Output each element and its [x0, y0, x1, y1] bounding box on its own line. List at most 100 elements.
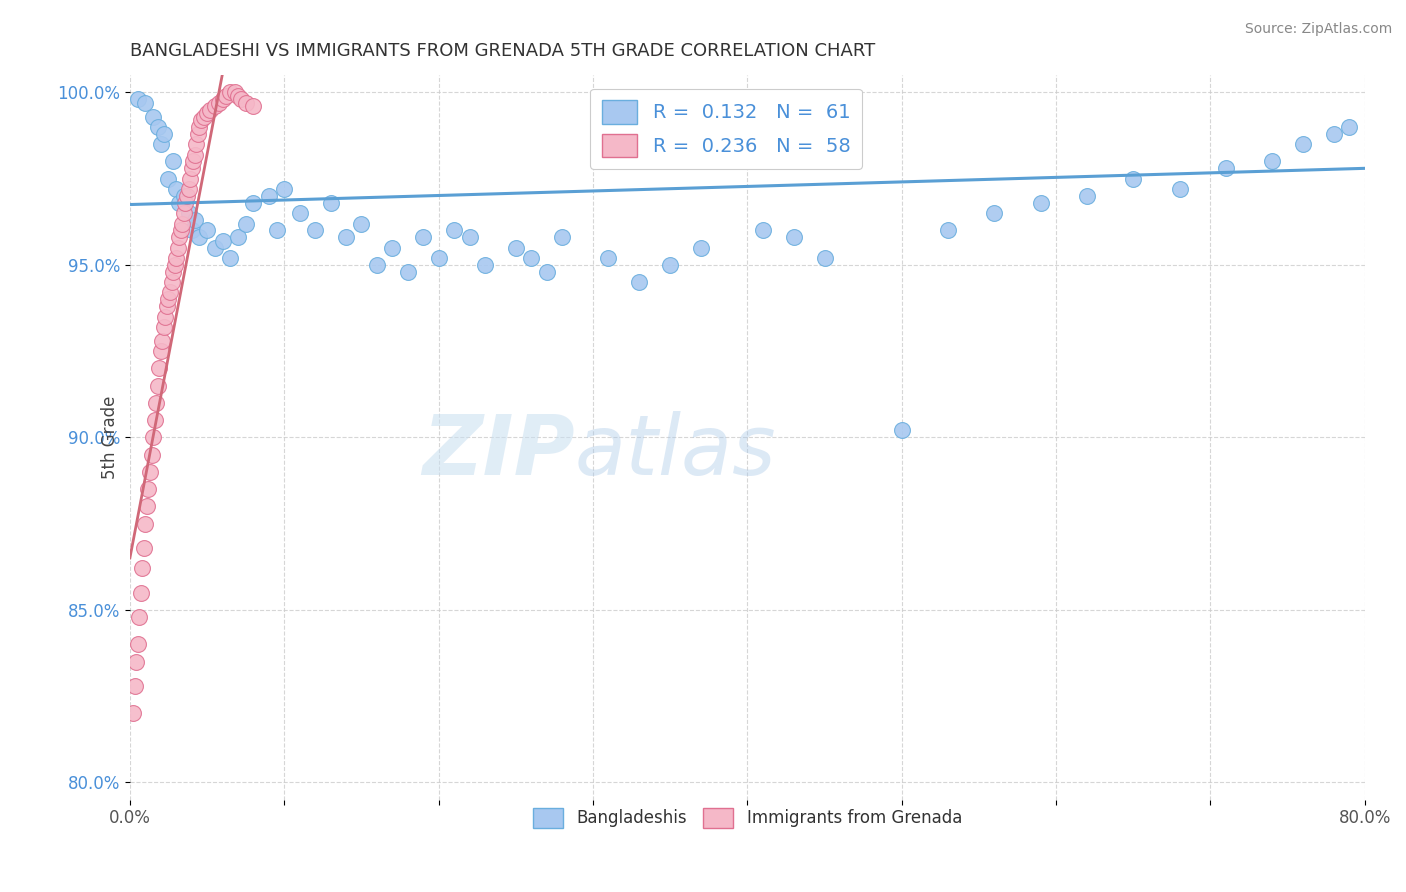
- Point: [335, 230, 357, 244]
- Point: [396, 265, 419, 279]
- Text: ZIP: ZIP: [422, 411, 575, 492]
- Point: [188, 120, 211, 134]
- Point: [366, 258, 388, 272]
- Point: [412, 230, 434, 244]
- Point: [150, 334, 173, 348]
- Point: [180, 223, 202, 237]
- Point: [157, 171, 180, 186]
- Point: [1215, 161, 1237, 176]
- Point: [149, 137, 172, 152]
- Point: [184, 213, 207, 227]
- Point: [169, 230, 191, 244]
- Point: [936, 223, 959, 237]
- Point: [179, 171, 201, 186]
- Point: [204, 99, 226, 113]
- Point: [156, 299, 179, 313]
- Point: [132, 541, 155, 555]
- Point: [125, 655, 148, 669]
- Point: [188, 230, 211, 244]
- Point: [193, 110, 215, 124]
- Point: [1323, 127, 1346, 141]
- Point: [266, 223, 288, 237]
- Point: [162, 154, 184, 169]
- Point: [127, 637, 149, 651]
- Point: [443, 223, 465, 237]
- Point: [153, 127, 176, 141]
- Point: [162, 265, 184, 279]
- Point: [145, 396, 167, 410]
- Point: [127, 92, 149, 106]
- Point: [1168, 182, 1191, 196]
- Point: [983, 206, 1005, 220]
- Point: [134, 516, 156, 531]
- Point: [166, 241, 188, 255]
- Point: [350, 217, 373, 231]
- Point: [146, 120, 169, 134]
- Point: [226, 89, 249, 103]
- Point: [139, 465, 162, 479]
- Point: [219, 86, 242, 100]
- Point: [273, 182, 295, 196]
- Point: [187, 127, 209, 141]
- Point: [128, 609, 150, 624]
- Point: [190, 113, 212, 128]
- Point: [165, 251, 187, 265]
- Point: [173, 189, 195, 203]
- Point: [226, 230, 249, 244]
- Point: [536, 265, 558, 279]
- Point: [198, 103, 221, 117]
- Text: BANGLADESHI VS IMMIGRANTS FROM GRENADA 5TH GRADE CORRELATION CHART: BANGLADESHI VS IMMIGRANTS FROM GRENADA 5…: [129, 42, 875, 60]
- Point: [1261, 154, 1284, 169]
- Point: [690, 241, 713, 255]
- Point: [174, 195, 197, 210]
- Point: [304, 223, 326, 237]
- Point: [782, 230, 804, 244]
- Point: [195, 106, 218, 120]
- Point: [319, 195, 342, 210]
- Point: [177, 182, 200, 196]
- Point: [505, 241, 527, 255]
- Y-axis label: 5th Grade: 5th Grade: [101, 396, 118, 479]
- Point: [381, 241, 404, 255]
- Point: [208, 95, 231, 110]
- Point: [598, 251, 620, 265]
- Point: [172, 217, 194, 231]
- Point: [169, 195, 191, 210]
- Point: [173, 206, 195, 220]
- Text: atlas: atlas: [575, 411, 776, 492]
- Point: [129, 585, 152, 599]
- Point: [1076, 189, 1098, 203]
- Point: [138, 482, 160, 496]
- Point: [214, 89, 236, 103]
- Point: [159, 285, 181, 300]
- Point: [813, 251, 835, 265]
- Point: [551, 230, 574, 244]
- Point: [153, 320, 176, 334]
- Point: [224, 86, 246, 100]
- Point: [219, 251, 242, 265]
- Point: [181, 154, 204, 169]
- Point: [229, 92, 252, 106]
- Point: [184, 147, 207, 161]
- Point: [257, 189, 280, 203]
- Point: [458, 230, 481, 244]
- Point: [1122, 171, 1144, 186]
- Point: [142, 430, 165, 444]
- Point: [752, 223, 775, 237]
- Text: Source: ZipAtlas.com: Source: ZipAtlas.com: [1244, 22, 1392, 37]
- Point: [520, 251, 543, 265]
- Point: [124, 679, 146, 693]
- Point: [474, 258, 496, 272]
- Point: [134, 95, 156, 110]
- Point: [288, 206, 311, 220]
- Point: [235, 217, 257, 231]
- Point: [177, 206, 200, 220]
- Point: [163, 258, 186, 272]
- Point: [131, 561, 153, 575]
- Point: [659, 258, 682, 272]
- Point: [157, 293, 180, 307]
- Point: [1339, 120, 1361, 134]
- Point: [165, 182, 187, 196]
- Point: [204, 241, 226, 255]
- Point: [142, 110, 165, 124]
